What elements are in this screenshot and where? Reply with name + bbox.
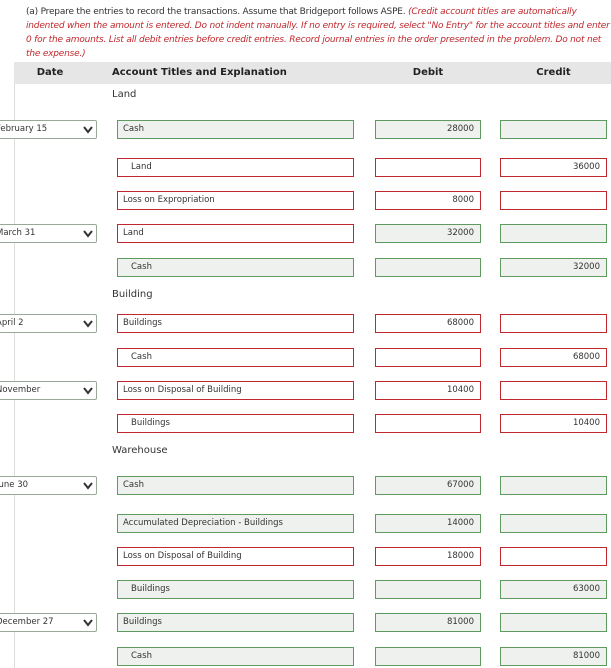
account-field[interactable]: Land [117, 157, 354, 177]
debit-field[interactable] [375, 257, 481, 277]
debit-field[interactable]: 28000 [375, 119, 481, 139]
debit-field[interactable] [375, 157, 481, 177]
credit-field[interactable] [500, 119, 607, 139]
account-field[interactable]: Cash [117, 475, 354, 495]
credit-field[interactable] [500, 475, 607, 495]
debit-field[interactable]: 14000 [375, 513, 481, 533]
account-field[interactable]: Loss on Disposal of Building [117, 380, 354, 400]
debit-field[interactable] [375, 579, 481, 599]
left-border [14, 84, 15, 668]
account-field[interactable]: Buildings [117, 413, 354, 433]
debit-field[interactable]: 32000 [375, 223, 481, 243]
credit-field[interactable]: 36000 [500, 157, 607, 177]
account-field[interactable]: Cash [117, 646, 354, 666]
date-text: December 27 [0, 616, 54, 627]
section-title: Land [112, 89, 137, 100]
debit-field[interactable] [375, 413, 481, 433]
chevron [83, 386, 93, 395]
credit-field[interactable] [500, 612, 607, 632]
date-select[interactable]: April 2 [0, 313, 97, 333]
date-select[interactable]: November [0, 380, 97, 400]
debit-field[interactable] [375, 646, 481, 666]
credit-field[interactable]: 32000 [500, 257, 607, 277]
header-debit: Debit [412, 67, 444, 78]
debit-field[interactable]: 81000 [375, 612, 481, 632]
debit-field[interactable] [375, 347, 481, 367]
date-text: March 31 [0, 227, 36, 238]
credit-field[interactable]: 10400 [500, 413, 607, 433]
credit-field[interactable] [500, 546, 607, 566]
account-field[interactable]: Cash [117, 257, 354, 277]
account-field[interactable]: Buildings [117, 579, 354, 599]
account-field[interactable]: Accumulated Depreciation - Buildings [117, 513, 354, 533]
header-band [14, 62, 611, 84]
instructions: (a) Prepare the entries to record the tr… [26, 5, 611, 61]
credit-field[interactable]: 68000 [500, 347, 607, 367]
chevron [83, 229, 93, 238]
chevron [83, 125, 93, 134]
credit-field[interactable] [500, 313, 607, 333]
chevron [83, 319, 93, 328]
account-field[interactable]: Loss on Expropriation [117, 190, 354, 210]
date-text: November [0, 384, 41, 395]
chevron [83, 618, 93, 627]
date-select[interactable]: February 15 [0, 119, 97, 139]
debit-field[interactable]: 68000 [375, 313, 481, 333]
debit-field[interactable]: 18000 [375, 546, 481, 566]
date-select[interactable]: June 30 [0, 475, 97, 495]
date-text: June 30 [0, 479, 29, 490]
account-field[interactable]: Loss on Disposal of Building [117, 546, 354, 566]
account-field[interactable]: Cash [117, 347, 354, 367]
account-field[interactable]: Buildings [117, 313, 354, 333]
header-credit: Credit [536, 67, 571, 78]
date-text: February 15 [0, 123, 48, 134]
credit-field[interactable]: 81000 [500, 646, 607, 666]
date-select[interactable]: December 27 [0, 612, 97, 632]
credit-field[interactable] [500, 190, 607, 210]
debit-field[interactable]: 67000 [375, 475, 481, 495]
date-select[interactable]: March 31 [0, 223, 97, 243]
chevron [83, 481, 93, 490]
header-account: Account Titles and Explanation [112, 67, 287, 78]
header-date: Date [36, 67, 64, 78]
account-field[interactable]: Buildings [117, 612, 354, 632]
instruction-note: (Credit account titles are automatically… [26, 7, 610, 59]
debit-field[interactable]: 8000 [375, 190, 481, 210]
debit-field[interactable]: 10400 [375, 380, 481, 400]
date-text: April 2 [0, 317, 24, 328]
account-field[interactable]: Land [117, 223, 354, 243]
credit-field[interactable] [500, 380, 607, 400]
credit-field[interactable] [500, 513, 607, 533]
credit-field[interactable]: 63000 [500, 579, 607, 599]
instruction-lead: (a) Prepare the entries to record the tr… [26, 7, 406, 17]
credit-field[interactable] [500, 223, 607, 243]
section-title: Warehouse [112, 445, 168, 456]
account-field[interactable]: Cash [117, 119, 354, 139]
section-title: Building [112, 289, 153, 300]
